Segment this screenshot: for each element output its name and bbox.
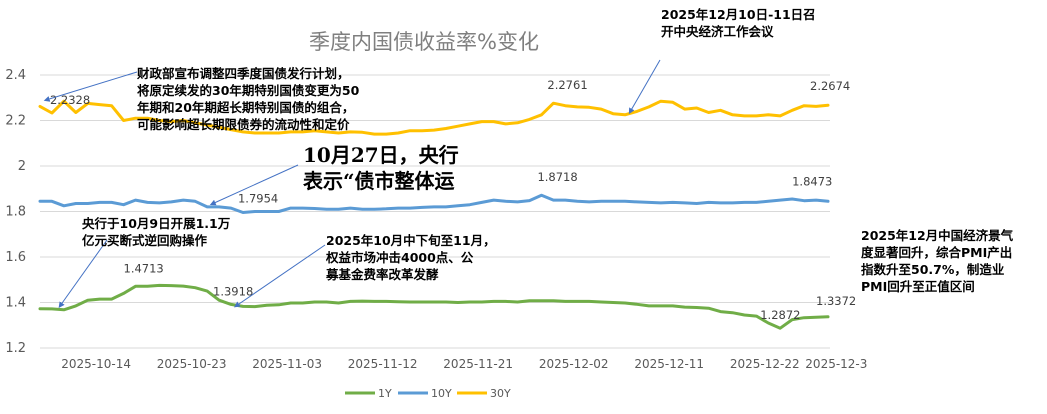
annotation-text: 财政部宣布调整四季度国债发行计划， [136, 66, 350, 81]
x-tick-label: 2025-11-21 [443, 357, 513, 371]
x-tick-label: 2025-11-12 [348, 357, 418, 371]
annotation-text: PMI回升至正值区间 [861, 279, 975, 294]
data-label: 1.2872 [760, 308, 800, 322]
data-label: 1.3372 [816, 294, 856, 308]
data-label: 1.7954 [238, 192, 278, 206]
y-tick-label: 1.2 [5, 341, 26, 356]
annotation-text: 年期和20年期超长期特别国债的组合， [137, 100, 354, 115]
x-axis-ticks: 2025-10-14 2025-10-23 2025-11-03 2025-11-12… [61, 357, 867, 371]
data-labels: 2.2328 2.2761 2.2674 1.7954 1.8718 1.8473 1.47… [50, 78, 856, 322]
y-tick-label: 1.4 [5, 296, 26, 311]
y-tick-label: 2.4 [5, 68, 26, 83]
y-axis-ticks: 1.2 1.4 1.6 1.8 2 2.2 2.4 [5, 68, 26, 356]
annotation-text: 开中央经济工作会议 [661, 24, 774, 39]
annotation-arrow [43, 71, 138, 102]
x-tick-label: 2025-10-14 [61, 357, 131, 371]
data-label: 2.2674 [810, 79, 850, 93]
x-tick-label: 2025-11-03 [252, 357, 322, 371]
y-tick-label: 1.8 [5, 205, 26, 220]
legend-label-10Y: 10Y [431, 387, 452, 400]
annotation-arrow [209, 164, 299, 206]
series-line-30Y [38, 99, 830, 136]
annotations: 财政部宣布调整四季度国债发行计划， 将原定续发的30年期特别国债变更为50 年期和2… [43, 7, 1014, 308]
annotation-text: 10月27日，央行 [303, 143, 459, 167]
annotation-text: 募基金费率改革发酵 [325, 267, 439, 282]
x-tick-label: 2025-12-22 [730, 357, 800, 371]
data-label: 1.8473 [792, 175, 832, 189]
data-label: 1.4713 [124, 261, 164, 275]
annotation-text: 权益市场冲击4000点、公 [325, 250, 474, 265]
series-lines [38, 99, 830, 330]
data-label: 1.3918 [213, 284, 253, 298]
data-label: 1.8718 [537, 170, 577, 184]
data-label: 2.2328 [50, 93, 90, 107]
x-tick-label: 2025-12-11 [634, 357, 704, 371]
annotation-text: 央行于10月9日开展1.1万 [82, 216, 230, 231]
annotation-text: 亿元买断式逆回购操作 [82, 233, 208, 248]
annotation-text: 指数升至50.7%，制造业 [861, 262, 1005, 277]
chart-title: 季度内国债收益率%变化 [309, 30, 539, 54]
annotation-text: 将原定续发的30年期特别国债变更为50 [137, 83, 360, 98]
grid [40, 74, 830, 349]
annotation-arrow [628, 59, 661, 115]
data-label: 2.2761 [547, 78, 587, 92]
annotation-text: 表示“债市整体运 [303, 169, 455, 193]
series-line-1Y [38, 283, 830, 330]
y-tick-label: 2 [18, 159, 26, 174]
annotation-text: 2025年12月10日-11日召 [661, 7, 816, 22]
annotation-text: 2025年12月中国经济景气 [861, 228, 1014, 243]
x-tick-label: 2025-12-3 [805, 357, 867, 371]
annotation-arrow [234, 244, 326, 308]
y-tick-label: 1.6 [5, 250, 26, 265]
legend-label-1Y: 1Y [378, 387, 392, 400]
legend: 1Y 10Y 30Y [345, 387, 511, 400]
legend-label-30Y: 30Y [490, 387, 511, 400]
series-line-10Y [38, 193, 830, 214]
annotation-text: 2025年10月中下旬至11月， [326, 233, 496, 248]
annotation-arrow [58, 239, 108, 308]
annotation-text: 可能影响超长期限债券的流动性和定价 [137, 117, 350, 132]
x-tick-label: 2025-10-23 [157, 357, 227, 371]
annotation-text: 度显著回升，综合PMI产出 [861, 245, 1012, 260]
x-tick-label: 2025-12-02 [539, 357, 609, 371]
y-tick-label: 2.2 [5, 114, 26, 129]
